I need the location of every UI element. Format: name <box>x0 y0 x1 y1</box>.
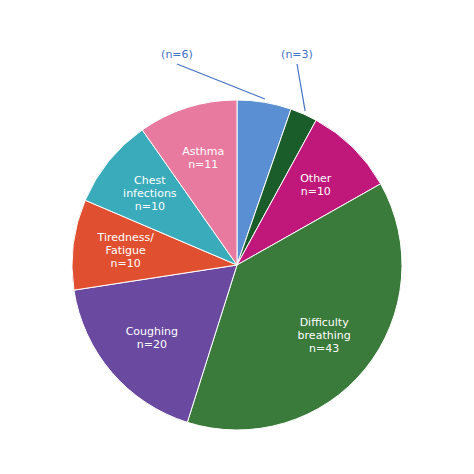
pie-slice <box>74 265 237 422</box>
annotation-label: (n=6) <box>161 48 193 61</box>
label-line: breathing <box>298 329 351 342</box>
label-line: Difficulty <box>300 316 350 329</box>
leader-line <box>177 64 265 99</box>
label-line: Tiredness/ <box>96 231 154 244</box>
slice-label: Chestinfectionsn=10 <box>123 174 177 213</box>
label-line: (n=3) <box>281 48 313 61</box>
leader-line <box>297 64 305 111</box>
label-line: n=20 <box>137 338 167 351</box>
slice-labels: Othern=10Difficultybreathingn=43Coughing… <box>96 48 350 355</box>
label-line: n=10 <box>301 185 331 198</box>
label-line: infections <box>123 187 177 200</box>
slice-label: Asthman=11 <box>182 145 224 171</box>
label-line: n=11 <box>188 158 218 171</box>
label-line: Asthma <box>182 145 224 158</box>
label-line: Other <box>300 172 332 185</box>
slice-label: Difficultybreathingn=43 <box>298 316 351 355</box>
pie <box>72 100 402 430</box>
label-line: n=10 <box>135 200 165 213</box>
chart-container: Othern=10Difficultybreathingn=43Coughing… <box>0 0 474 474</box>
label-line: n=10 <box>111 257 141 270</box>
label-line: (n=6) <box>161 48 193 61</box>
label-line: Chest <box>134 174 166 187</box>
slice-label: Coughingn=20 <box>126 325 178 351</box>
chart-svg: Othern=10Difficultybreathingn=43Coughing… <box>0 0 474 474</box>
slice-label: Othern=10 <box>300 172 332 198</box>
label-line: n=43 <box>309 342 339 355</box>
slice-label: Tiredness/Fatiguen=10 <box>96 231 154 270</box>
label-line: Coughing <box>126 325 178 338</box>
annotation-label: (n=3) <box>281 48 313 61</box>
label-line: Fatigue <box>106 244 146 257</box>
